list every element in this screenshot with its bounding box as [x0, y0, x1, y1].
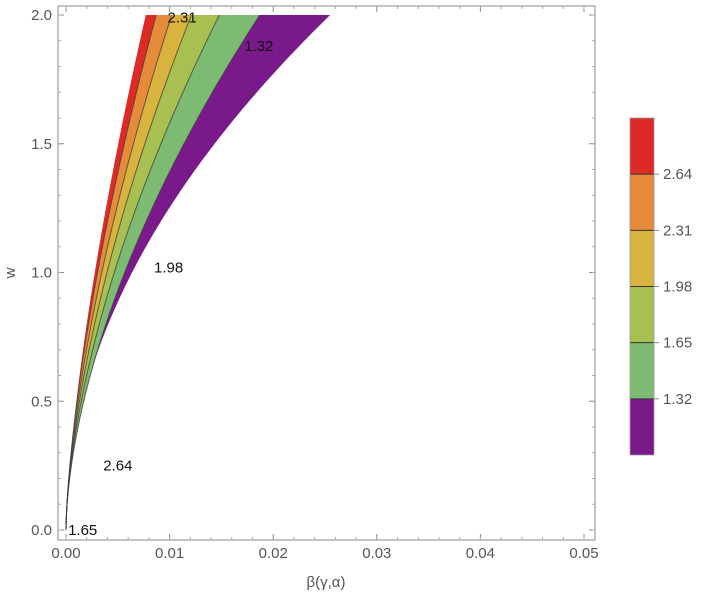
contour-line-5 [65, 14, 157, 531]
colorbar-swatch-3 [630, 230, 654, 287]
contour-labels: 1.32 1.98 2.31 2.64 1.65 [68, 10, 273, 539]
y-tick-label: 1.0 [31, 265, 52, 282]
y-tick-label: 0.0 [31, 522, 52, 539]
x-tick-label: 0.00 [51, 545, 80, 562]
contour-label-1.65: 1.65 [68, 522, 97, 539]
contour-line-1 [65, 14, 261, 531]
colorbar-tick-label: 1.65 [663, 335, 692, 352]
contour-label-2.31: 2.31 [168, 10, 197, 27]
colorbar-tick-label: 1.32 [663, 391, 692, 408]
y-tick-label: 1.5 [31, 136, 52, 153]
axis-ticks: 0.00 0.01 0.02 0.03 0.04 0.05 0.0 0.5 1.0 1.5 2.0 [31, 6, 599, 562]
contour-label-2.64: 2.64 [103, 458, 132, 475]
colorbar-tick-label: 2.64 [663, 166, 692, 183]
contour-label-1.98: 1.98 [154, 259, 183, 276]
colorbar-frame [629, 117, 655, 456]
x-tick-label: 0.05 [569, 545, 598, 562]
colorbar-swatch-0 [630, 398, 654, 455]
x-tick-label: 0.04 [466, 545, 495, 562]
contour-line-2 [65, 14, 220, 531]
x-tick-label: 0.03 [362, 545, 391, 562]
colorbar-swatch-1 [630, 342, 654, 399]
contour-label-1.32: 1.32 [244, 38, 273, 55]
colorbar-legend: 1.32 1.65 1.98 2.31 2.64 [629, 117, 692, 456]
y-tick-label: 0.5 [31, 393, 52, 410]
y-tick-label: 2.0 [31, 7, 52, 24]
plot-area [65, 14, 331, 531]
colorbar-tick-label: 1.98 [663, 279, 692, 296]
colorbar-swatch-4 [630, 174, 654, 231]
colorbar-tick-label: 2.31 [663, 222, 692, 239]
y-axis-label: w [2, 267, 19, 279]
colorbar-swatch-2 [630, 286, 654, 343]
x-tick-label: 0.01 [155, 545, 184, 562]
x-axis-label: β(γ,α) [307, 574, 346, 591]
colorbar-swatch-5 [630, 118, 654, 175]
x-tick-label: 0.02 [259, 545, 288, 562]
contour-line-3 [65, 14, 192, 531]
